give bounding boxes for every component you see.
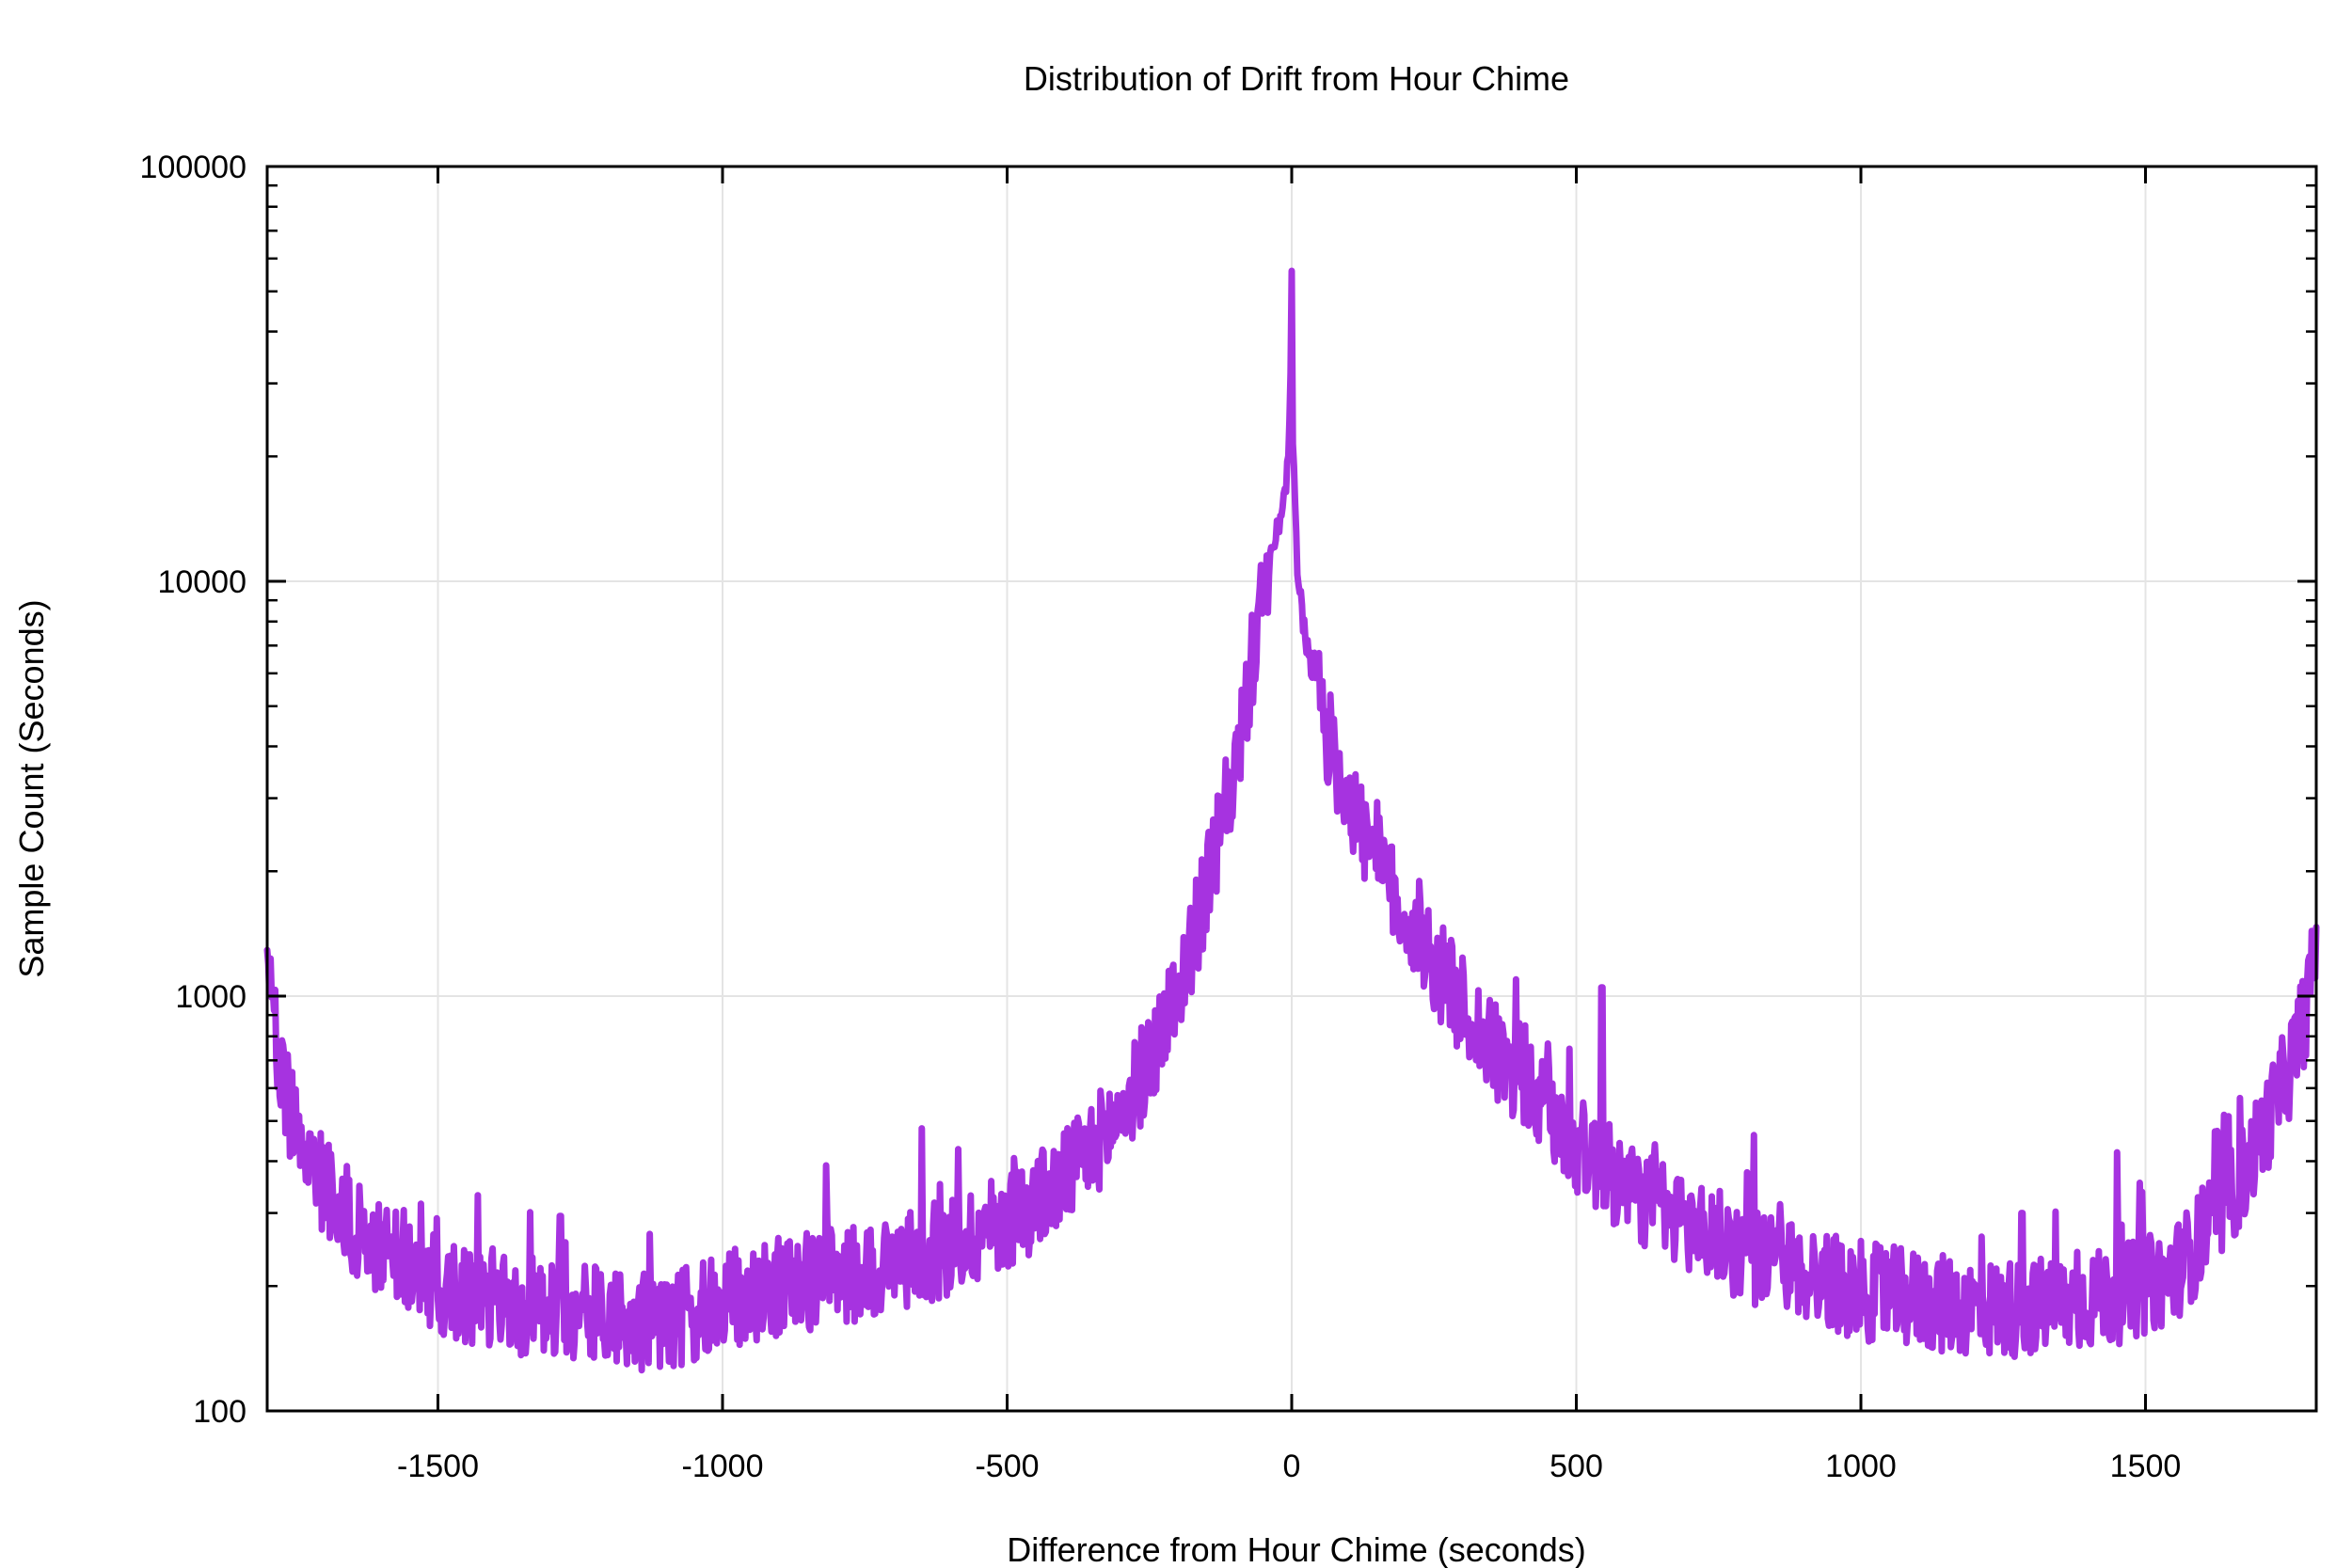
- x-tick-label: -1000: [682, 1449, 764, 1484]
- plot-lines: [263, 267, 2320, 1374]
- y-tick-label: 100: [193, 1394, 246, 1430]
- x-axis-label: Difference from Hour Chime (seconds): [1007, 1530, 1586, 1568]
- x-tick-label: -500: [975, 1449, 1039, 1484]
- tick-labels: -1500 -1000 -500 0 500 1000 1500 100 1000 10000 10…: [140, 150, 2182, 1484]
- y-tick-label: 10000: [157, 564, 246, 600]
- chart-title: Distribution of Drift from Hour Chime: [1024, 59, 1569, 98]
- y-tick-label: 100000: [140, 150, 246, 185]
- y-tick-label: 1000: [175, 979, 246, 1015]
- series-line: [263, 267, 2320, 1374]
- x-tick-label: 1000: [1825, 1449, 1897, 1484]
- x-tick-label: 1500: [2110, 1449, 2182, 1484]
- x-tick-label: -1500: [397, 1449, 479, 1484]
- y-axis-label: Sample Count (Seconds): [12, 599, 51, 977]
- x-tick-label: 500: [1549, 1449, 1603, 1484]
- ticks: [267, 165, 2316, 1413]
- x-tick-label: 0: [1283, 1449, 1301, 1484]
